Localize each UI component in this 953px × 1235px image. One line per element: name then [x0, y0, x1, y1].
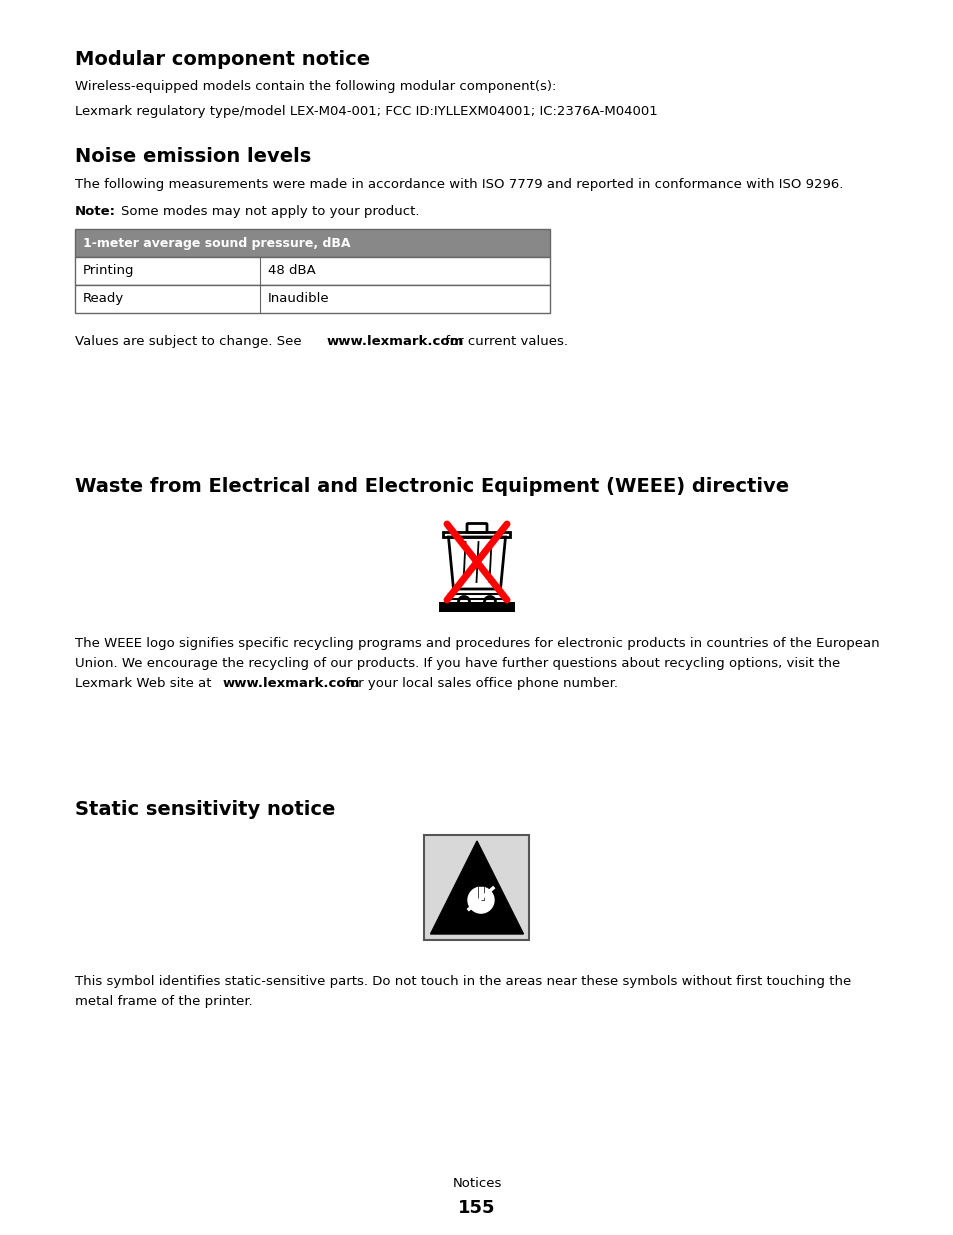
- Text: www.lexmark.com: www.lexmark.com: [327, 335, 464, 348]
- Text: Waste from Electrical and Electronic Equipment (WEEE) directive: Waste from Electrical and Electronic Equ…: [75, 477, 788, 496]
- Text: 1-meter average sound pressure, dBA: 1-meter average sound pressure, dBA: [83, 236, 350, 249]
- Text: Wireless-equipped models contain the following modular component(s):: Wireless-equipped models contain the fol…: [75, 80, 556, 93]
- Text: The WEEE logo signifies specific recycling programs and procedures for electroni: The WEEE logo signifies specific recycli…: [75, 637, 879, 650]
- Bar: [424, 835, 529, 940]
- Text: Static sensitivity notice: Static sensitivity notice: [75, 800, 335, 819]
- Text: Printing: Printing: [83, 264, 134, 278]
- Polygon shape: [430, 841, 523, 934]
- Text: Values are subject to change. See: Values are subject to change. See: [75, 335, 306, 348]
- Circle shape: [464, 884, 497, 916]
- Text: metal frame of the printer.: metal frame of the printer.: [75, 995, 253, 1008]
- Bar: [443, 531, 510, 537]
- Text: for your local sales office phone number.: for your local sales office phone number…: [340, 677, 618, 690]
- Bar: [75, 285, 550, 312]
- Circle shape: [468, 887, 494, 913]
- Text: www.lexmark.com: www.lexmark.com: [223, 677, 360, 690]
- Bar: [449, 594, 504, 599]
- Bar: [75, 257, 550, 285]
- Text: Lexmark Web site at: Lexmark Web site at: [75, 677, 215, 690]
- Text: Inaudible: Inaudible: [268, 293, 330, 305]
- Text: 155: 155: [457, 1199, 496, 1216]
- Bar: [75, 228, 550, 257]
- Text: Noise emission levels: Noise emission levels: [75, 147, 311, 165]
- Text: Note:: Note:: [75, 205, 116, 219]
- Text: Ready: Ready: [83, 293, 124, 305]
- Text: Notices: Notices: [452, 1177, 501, 1191]
- Text: 48 dBA: 48 dBA: [268, 264, 315, 278]
- Text: Union. We encourage the recycling of our products. If you have further questions: Union. We encourage the recycling of our…: [75, 657, 840, 671]
- Text: Modular component notice: Modular component notice: [75, 49, 370, 69]
- Text: This symbol identifies static-sensitive parts. Do not touch in the areas near th: This symbol identifies static-sensitive …: [75, 974, 850, 988]
- Text: for current values.: for current values.: [440, 335, 567, 348]
- Bar: [438, 601, 515, 613]
- Text: Some modes may not apply to your product.: Some modes may not apply to your product…: [121, 205, 419, 219]
- Bar: [477, 885, 483, 900]
- Text: Lexmark regulatory type/model LEX-M04-001; FCC ID:IYLLEXM04001; IC:2376A-M04001: Lexmark regulatory type/model LEX-M04-00…: [75, 105, 657, 119]
- Text: The following measurements were made in accordance with ISO 7779 and reported in: The following measurements were made in …: [75, 178, 842, 191]
